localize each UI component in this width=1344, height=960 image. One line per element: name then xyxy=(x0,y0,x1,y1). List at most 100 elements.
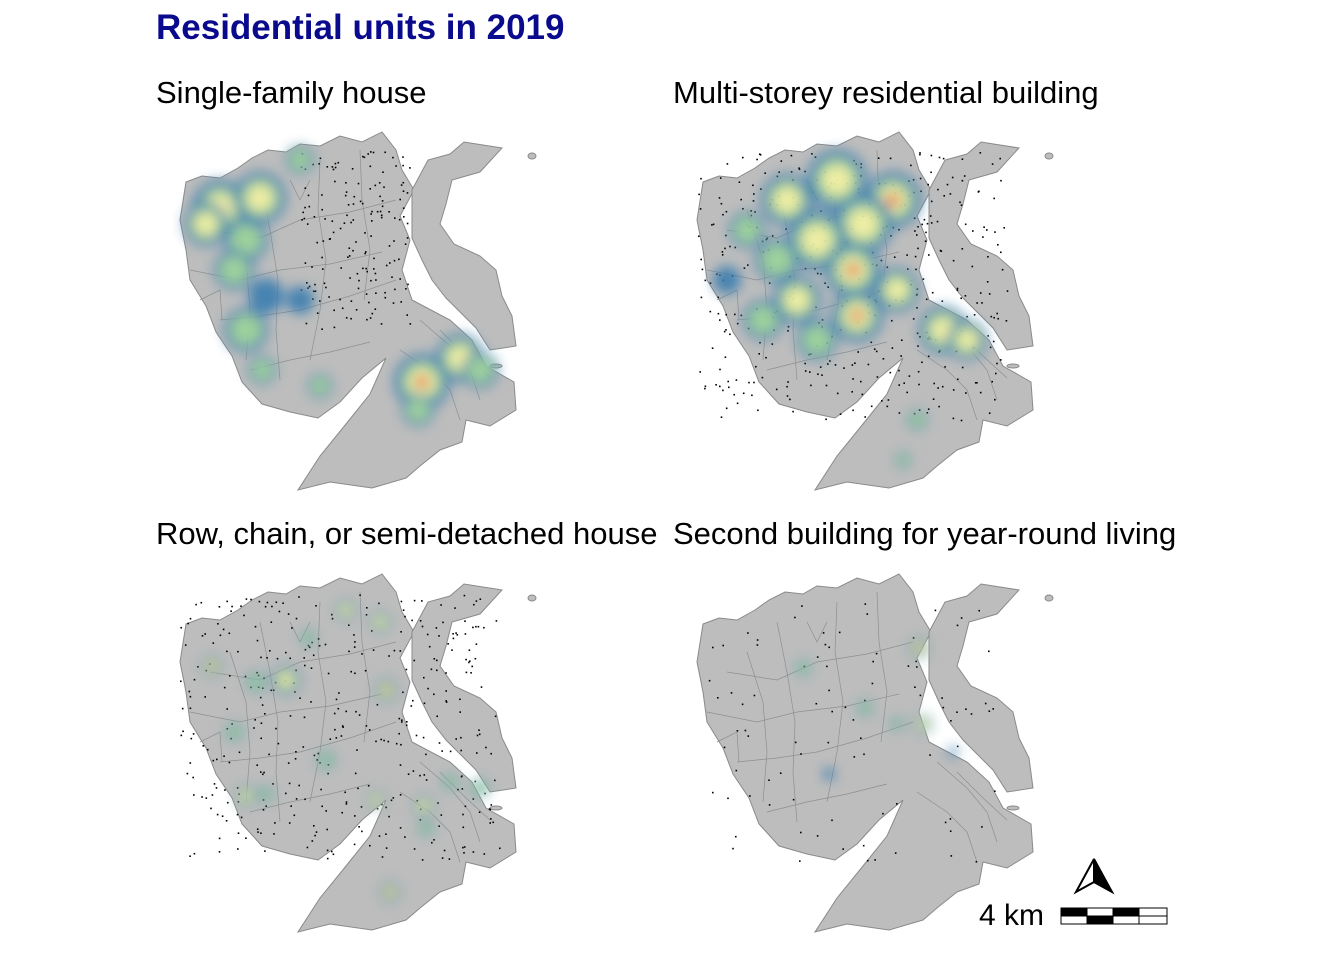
building-point xyxy=(452,637,455,640)
building-point xyxy=(365,293,368,295)
building-point xyxy=(820,273,822,275)
building-point xyxy=(916,307,918,309)
building-point xyxy=(312,290,315,293)
building-point xyxy=(204,633,206,635)
islet xyxy=(527,152,537,160)
building-point xyxy=(305,322,308,325)
building-point xyxy=(976,302,978,304)
building-point xyxy=(930,200,933,203)
building-point xyxy=(293,814,296,817)
district-border xyxy=(916,791,978,863)
building-point xyxy=(376,703,379,706)
building-point xyxy=(371,210,373,213)
building-point xyxy=(347,204,350,206)
panel-title-multi-storey: Multi-storey residential building xyxy=(673,75,1099,110)
building-point xyxy=(388,245,391,247)
building-point xyxy=(462,846,464,849)
building-point xyxy=(861,393,864,396)
building-point xyxy=(427,687,429,690)
building-point xyxy=(187,622,189,625)
building-point xyxy=(348,247,351,249)
building-point xyxy=(335,737,338,739)
building-point xyxy=(853,756,856,758)
building-point xyxy=(262,809,265,811)
building-point xyxy=(908,375,911,377)
building-point xyxy=(473,603,475,606)
building-point xyxy=(365,267,367,270)
building-point xyxy=(312,654,315,657)
building-point xyxy=(381,856,384,858)
building-point xyxy=(939,249,942,252)
building-point xyxy=(258,600,261,603)
building-point xyxy=(790,154,793,157)
building-point xyxy=(916,666,918,668)
building-point xyxy=(919,177,922,180)
density-blob xyxy=(802,225,832,255)
building-point xyxy=(384,151,386,154)
building-point xyxy=(394,288,396,291)
building-point xyxy=(852,378,854,380)
building-point xyxy=(270,689,272,692)
building-point xyxy=(747,632,749,634)
building-point xyxy=(253,727,255,729)
building-point xyxy=(402,207,405,209)
building-point xyxy=(720,202,723,205)
islet xyxy=(1006,805,1020,811)
building-point xyxy=(240,816,243,819)
building-point xyxy=(257,831,259,833)
building-point xyxy=(997,317,999,320)
building-point xyxy=(237,848,239,850)
building-point xyxy=(326,828,328,831)
building-point xyxy=(399,764,402,766)
building-point xyxy=(370,279,372,282)
building-point xyxy=(207,748,209,751)
building-point xyxy=(201,796,203,798)
building-point xyxy=(423,774,426,776)
building-point xyxy=(403,216,405,218)
building-point xyxy=(956,624,959,627)
building-point xyxy=(965,708,967,710)
building-point xyxy=(976,382,978,384)
building-point xyxy=(827,286,829,288)
building-point xyxy=(366,607,368,609)
building-point xyxy=(734,246,737,249)
building-point xyxy=(378,182,381,184)
building-point xyxy=(440,814,443,816)
density-blob xyxy=(248,278,284,314)
building-point xyxy=(886,405,889,408)
building-point xyxy=(333,712,336,715)
building-point xyxy=(920,190,922,193)
building-point xyxy=(334,166,337,169)
building-point xyxy=(919,152,921,154)
building-point xyxy=(395,165,397,167)
building-point xyxy=(816,272,819,275)
building-point xyxy=(364,232,366,234)
building-point xyxy=(804,267,807,270)
building-point xyxy=(269,650,271,652)
building-point xyxy=(956,287,959,290)
building-point xyxy=(974,382,977,384)
building-point xyxy=(180,626,182,629)
building-point xyxy=(245,837,247,839)
building-point xyxy=(260,737,262,740)
density-blob xyxy=(897,454,909,466)
building-point xyxy=(398,732,400,735)
building-point xyxy=(819,366,822,368)
building-point xyxy=(993,197,995,200)
building-point xyxy=(350,221,352,224)
building-point xyxy=(780,160,783,162)
building-point xyxy=(719,177,722,179)
building-point xyxy=(423,676,425,679)
density-blob xyxy=(948,747,958,757)
building-point xyxy=(216,813,219,816)
building-point xyxy=(492,821,494,824)
district-border xyxy=(716,289,740,321)
building-point xyxy=(979,292,982,294)
building-point xyxy=(996,312,998,315)
building-point xyxy=(352,203,355,205)
building-point xyxy=(204,696,206,698)
building-point xyxy=(406,192,409,194)
building-point xyxy=(378,835,381,837)
density-blob xyxy=(419,801,429,811)
building-point xyxy=(370,213,372,215)
